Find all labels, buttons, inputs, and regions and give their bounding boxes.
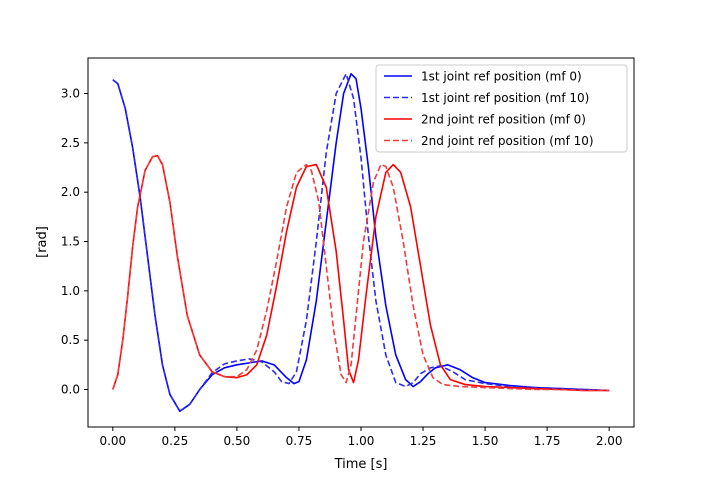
x-tick-label: 1.25 xyxy=(410,434,437,448)
legend-label: 2nd joint ref position (mf 0) xyxy=(421,113,586,127)
y-axis-label: [rad] xyxy=(35,226,50,258)
series-line-3 xyxy=(112,154,610,392)
legend: 1st joint ref position (mf 0) 1st joint r… xyxy=(375,64,628,153)
y-tick-label: 3.0 xyxy=(61,87,80,101)
series-line-4 xyxy=(112,154,610,392)
x-ticks: 0.00 0.25 0.50 0.75 1.00 1.25 1.50 1.75 2.00 xyxy=(99,427,623,448)
y-tick-label: 2.5 xyxy=(61,136,80,150)
legend-label: 1st joint ref position (mf 10) xyxy=(421,91,589,105)
y-tick-label: 1.5 xyxy=(61,235,80,249)
x-tick-label: 1.50 xyxy=(472,434,499,448)
y-tick-label: 0.5 xyxy=(61,333,80,347)
x-tick-label: 2.00 xyxy=(596,434,623,448)
x-tick-label: 1.75 xyxy=(534,434,561,448)
x-tick-label: 0.50 xyxy=(224,434,251,448)
x-tick-label: 0.00 xyxy=(99,434,126,448)
y-ticks: 0.0 0.5 1.0 1.5 2.0 2.5 3.0 xyxy=(61,87,88,397)
legend-label: 1st joint ref position (mf 0) xyxy=(421,70,582,84)
x-tick-label: 0.75 xyxy=(286,434,313,448)
series-layer xyxy=(112,72,610,413)
x-axis-label: Time [s] xyxy=(334,457,388,472)
legend-label: 2nd joint ref position (mf 10) xyxy=(421,134,594,148)
y-tick-label: 0.0 xyxy=(61,383,80,397)
x-tick-label: 1.00 xyxy=(348,434,375,448)
legend-box xyxy=(375,64,628,153)
series-line-2 xyxy=(112,72,610,413)
y-tick-label: 2.0 xyxy=(61,185,80,199)
y-tick-label: 1.0 xyxy=(61,284,80,298)
x-tick-label: 0.25 xyxy=(162,434,189,448)
